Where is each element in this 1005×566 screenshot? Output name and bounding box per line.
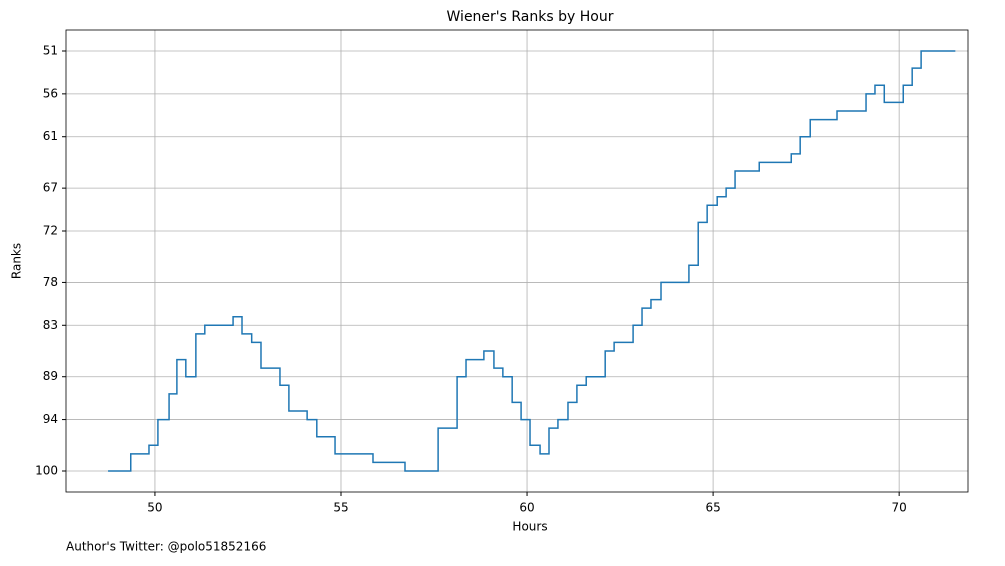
- step-line: [108, 50, 956, 472]
- y-tick-label: 94: [43, 412, 58, 426]
- y-tick-label: 83: [43, 318, 58, 332]
- annotation: Author's Twitter: @polo51852166: [66, 540, 266, 554]
- x-tick-label: 70: [892, 501, 907, 515]
- y-tick-label: 100: [35, 464, 58, 478]
- x-axis-label: Hours: [512, 520, 547, 534]
- x-tick-label: 50: [147, 501, 162, 515]
- chart-title: Wiener's Ranks by Hour: [447, 9, 614, 25]
- x-tick-label: 65: [705, 501, 720, 515]
- y-axis-label: Ranks: [10, 243, 24, 279]
- y-tick-label: 56: [43, 86, 58, 100]
- y-tick-label: 78: [43, 275, 58, 289]
- y-tick-label: 51: [43, 44, 58, 58]
- y-tick-label: 89: [43, 369, 58, 383]
- x-tick-label: 60: [519, 501, 534, 515]
- plot-frame: [65, 29, 969, 493]
- x-tick-label: 55: [333, 501, 348, 515]
- y-tick-label: 72: [43, 224, 58, 238]
- y-tick-label: 67: [43, 181, 58, 195]
- y-tick-label: 61: [43, 129, 58, 143]
